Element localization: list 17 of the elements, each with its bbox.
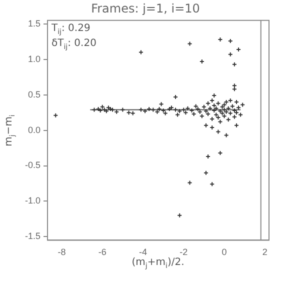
x-tick-label: -4 — [139, 247, 148, 258]
annotation: T$_{ij}$: 0.29 — [52, 23, 90, 36]
y-tick-label: 0.0 — [28, 124, 41, 135]
x-axis-title: (m$_{j}$+m$_{i}$)/2. — [132, 257, 184, 270]
x-tick-label: 0 — [222, 247, 227, 258]
y-tick-label: -0.5 — [24, 160, 41, 170]
y-tick-label: 0.5 — [28, 89, 41, 100]
y-tick-label: -1.0 — [24, 196, 41, 206]
chart-title: Frames: j=1, i=10 — [91, 1, 200, 16]
annotation: δT$_{ij}$: 0.20 — [52, 38, 96, 52]
x-tick-label: -8 — [58, 247, 66, 258]
x-tick-label: 2 — [262, 247, 268, 258]
y-tick-label: 1.0 — [28, 54, 41, 64]
y-tick-label: -1.5 — [24, 231, 41, 242]
x-tick-label: -2 — [180, 247, 188, 258]
y-tick-label: 1.5 — [28, 18, 41, 28]
x-tick-label: -6 — [98, 247, 106, 258]
